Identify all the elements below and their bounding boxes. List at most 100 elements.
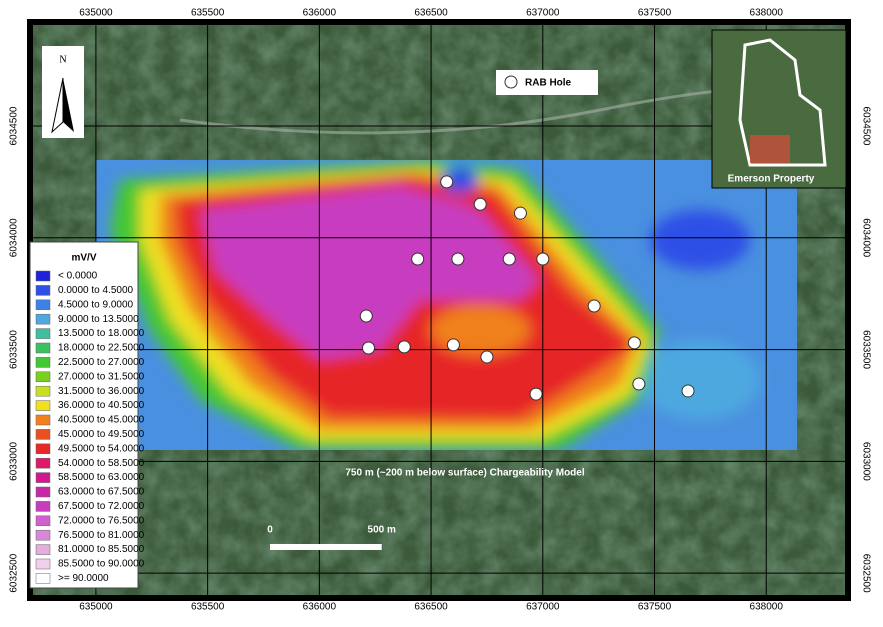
y-tick-label: 6033000 — [9, 441, 20, 480]
x-tick-label: 635500 — [191, 602, 225, 613]
x-tick-label: 638000 — [750, 8, 784, 19]
scale-end: 500 m — [368, 525, 396, 536]
legend: mV/V < 0.0000 0.0000 to 4.5000 4.5000 to 9… — [29, 241, 145, 589]
rab-hole — [502, 252, 516, 266]
hole-legend-label: RAB Hole — [525, 78, 572, 89]
y-tick-label: 6034000 — [9, 218, 20, 257]
legend-swatch — [35, 357, 51, 368]
inset-label: Emerson Property — [728, 174, 815, 185]
legend-label: 54.0000 to 58.5000 — [58, 458, 145, 469]
x-tick-label: 637000 — [526, 602, 560, 613]
legend-swatch — [35, 299, 51, 311]
scale-start: 0 — [267, 525, 273, 536]
legend-label: 4.5000 to 9.0000 — [58, 299, 134, 310]
legend-label: 49.5000 to 54.0000 — [58, 443, 145, 454]
rab-hole — [440, 175, 454, 189]
legend-swatch — [35, 385, 51, 397]
x-tick-label: 637500 — [638, 8, 672, 19]
legend-swatch — [35, 443, 51, 455]
legend-label: >= 90.0000 — [58, 573, 109, 584]
legend-swatch — [35, 371, 51, 383]
x-tick-label: 636500 — [414, 8, 448, 19]
x-tick-label: 637500 — [638, 602, 672, 613]
legend-label: < 0.0000 — [58, 271, 98, 282]
rab-hole — [451, 252, 465, 266]
rab-hole — [359, 309, 373, 323]
legend-label: 9.0000 to 13.5000 — [58, 314, 139, 325]
legend-label: 18.0000 to 22.5000 — [58, 343, 145, 354]
rab-hole — [473, 197, 487, 211]
y-tick-label: 6033500 — [9, 330, 20, 369]
legend-swatch — [35, 558, 51, 570]
legend-label: 72.0000 to 76.5000 — [58, 515, 145, 526]
scale-bar-line — [270, 544, 382, 550]
legend-swatch — [35, 313, 51, 325]
legend-label: 40.5000 to 45.0000 — [58, 415, 145, 426]
x-tick-label: 638000 — [750, 602, 784, 613]
legend-label: 58.5000 to 63.0000 — [58, 472, 145, 483]
rab-hole — [587, 299, 601, 313]
legend-label: 13.5000 to 18.0000 — [58, 328, 145, 339]
legend-title: mV/V — [71, 253, 96, 264]
rab-hole — [411, 252, 425, 266]
x-tick-label: 636000 — [303, 602, 337, 613]
y-tick-label: 6034500 — [860, 107, 871, 146]
y-tick-label: 6034500 — [9, 106, 20, 145]
y-tick-label: 6033000 — [860, 442, 871, 481]
rab-hole — [536, 252, 550, 266]
scale-bar: 0 500 m — [267, 525, 396, 550]
rab-hole — [632, 377, 646, 391]
legend-swatch — [35, 457, 51, 469]
x-tick-label: 635000 — [79, 602, 113, 613]
y-tick-label: 6032500 — [9, 553, 20, 592]
legend-label: 27.0000 to 31.5000 — [58, 371, 145, 382]
inset-map: Emerson Property — [711, 29, 847, 189]
legend-label: 22.5000 to 27.0000 — [58, 357, 145, 368]
legend-label: 36.0000 to 40.5000 — [58, 400, 145, 411]
legend-label: 31.5000 to 36.0000 — [58, 386, 145, 397]
rab-hole — [513, 206, 527, 220]
rab-hole — [627, 336, 641, 350]
rab-hole — [529, 387, 543, 401]
legend-label: 63.0000 to 67.5000 — [58, 487, 145, 498]
rab-hole — [446, 338, 460, 352]
x-tick-label: 635000 — [79, 8, 113, 19]
chargeability-grid — [96, 160, 797, 450]
legend-swatch — [35, 328, 51, 339]
x-tick-label: 636500 — [414, 602, 448, 613]
legend-swatch — [35, 472, 51, 483]
legend-label: 85.5000 to 90.0000 — [58, 559, 145, 570]
map-title: 750 m (~200 m below surface) Chargeabili… — [345, 468, 584, 479]
hole-legend: RAB Hole — [496, 70, 598, 95]
legend-label: 45.0000 to 49.5000 — [58, 429, 145, 440]
y-tick-label: 6034000 — [860, 218, 871, 257]
y-tick-label: 6033500 — [860, 330, 871, 369]
y-tick-label: 6032500 — [860, 554, 871, 593]
legend-swatch — [35, 414, 51, 426]
rab-hole — [681, 384, 695, 398]
legend-swatch — [35, 270, 51, 282]
legend-swatch — [35, 501, 51, 512]
legend-swatch — [35, 529, 51, 541]
legend-swatch — [35, 429, 51, 440]
rab-hole — [480, 350, 494, 364]
x-tick-label: 635500 — [191, 8, 225, 19]
rab-hole — [397, 340, 411, 354]
legend-label: 67.5000 to 72.0000 — [58, 501, 145, 512]
legend-swatch — [35, 285, 51, 296]
legend-label: 76.5000 to 81.0000 — [58, 530, 145, 541]
x-tick-label: 636000 — [303, 8, 337, 19]
rab-hole — [362, 341, 376, 355]
legend-swatch — [35, 544, 51, 555]
north-label: N — [59, 54, 66, 65]
legend-swatch — [35, 342, 51, 354]
legend-swatch — [35, 573, 51, 584]
north-arrow: N — [42, 46, 84, 138]
legend-swatch — [35, 486, 51, 498]
legend-label: 0.0000 to 4.5000 — [58, 285, 134, 296]
legend-swatch — [35, 515, 51, 527]
legend-label: 81.0000 to 85.5000 — [58, 544, 145, 555]
legend-swatch — [35, 400, 51, 411]
